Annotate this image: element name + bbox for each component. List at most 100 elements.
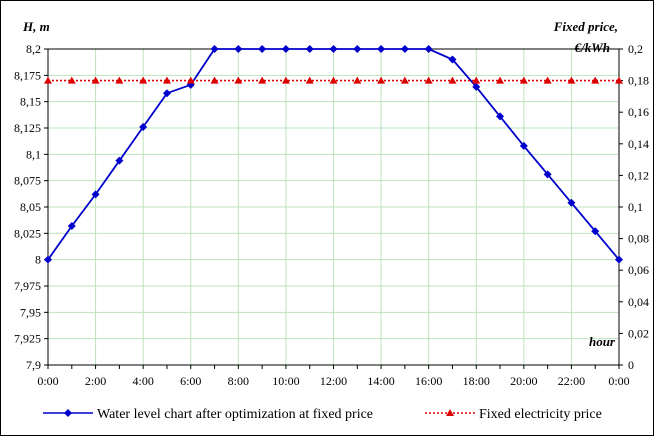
x-tick-label: 10:00 xyxy=(272,374,299,388)
legend-label-fixed-price: Fixed electricity price xyxy=(479,407,602,422)
right-tick-label: 0,12 xyxy=(628,168,649,182)
left-tick-label: 8,125 xyxy=(14,121,41,135)
data-point-0 xyxy=(115,156,124,165)
left-tick-label: 8 xyxy=(35,253,41,267)
data-point-0 xyxy=(234,45,243,53)
x-tick-label: 0:00 xyxy=(37,374,58,388)
data-point-1 xyxy=(44,76,52,84)
right-axis-ticks: 0 0,02 0,04 0,06 0,08 0,1 0,12 0,14 0,16 0,18 0,2 xyxy=(619,42,649,372)
left-tick-label: 8,2 xyxy=(26,42,41,56)
data-point-0 xyxy=(281,45,290,53)
x-tick-label: 18:00 xyxy=(463,374,490,388)
data-point-1 xyxy=(186,76,195,84)
data-point-1 xyxy=(400,76,409,84)
data-point-0 xyxy=(400,45,409,53)
right-tick-label: 0 xyxy=(628,358,634,372)
right-tick-label: 0,14 xyxy=(628,137,649,151)
data-point-0 xyxy=(591,227,600,236)
left-axis-ticks: 7,9 7,925 7,95 7,975 8 8,025 8,05 8,075 8,1 8,125… xyxy=(14,42,48,372)
left-tick-label: 7,9 xyxy=(26,358,41,372)
data-point-1 xyxy=(448,76,457,84)
legend-item-fixed-price: Fixed electricity price xyxy=(425,407,602,422)
data-point-0 xyxy=(496,112,505,121)
data-point-0 xyxy=(91,190,100,199)
data-point-0 xyxy=(377,45,386,53)
data-point-1 xyxy=(234,76,243,84)
right-axis-title-line2: €/kWh xyxy=(574,40,610,55)
grid-layer xyxy=(48,48,619,366)
data-point-1 xyxy=(329,76,338,84)
left-tick-label: 8,025 xyxy=(14,226,41,240)
data-point-0 xyxy=(448,55,457,64)
data-point-0 xyxy=(139,122,148,131)
data-point-1 xyxy=(472,76,481,84)
data-point-1 xyxy=(305,76,314,84)
x-axis-title: hour xyxy=(589,334,616,349)
left-tick-label: 8,05 xyxy=(20,200,41,214)
data-point-0 xyxy=(519,141,528,150)
data-point-1 xyxy=(496,76,505,84)
x-tick-label: 4:00 xyxy=(132,374,153,388)
data-point-1 xyxy=(519,76,528,84)
data-point-1 xyxy=(258,76,267,84)
data-point-0 xyxy=(329,45,338,53)
left-tick-label: 8,075 xyxy=(14,174,41,188)
left-tick-label: 7,975 xyxy=(14,279,41,293)
series-layer xyxy=(44,45,623,264)
right-tick-label: 0,02 xyxy=(628,326,649,340)
data-point-0 xyxy=(543,170,552,179)
x-tick-label: 14:00 xyxy=(367,374,394,388)
data-point-1 xyxy=(210,76,219,84)
data-point-1 xyxy=(424,76,433,84)
data-point-1 xyxy=(115,76,124,84)
x-tick-label: 12:00 xyxy=(320,374,347,388)
data-point-0 xyxy=(305,45,314,53)
data-point-1 xyxy=(281,76,290,84)
legend-marker-fixed-price xyxy=(446,409,454,416)
data-point-1 xyxy=(543,76,552,84)
right-tick-label: 0,06 xyxy=(628,263,649,277)
x-tick-label: 0:00 xyxy=(608,374,629,388)
data-point-0 xyxy=(567,198,576,207)
data-point-0 xyxy=(67,221,76,230)
legend-label-water-level: Water level chart after optimization at … xyxy=(97,407,373,422)
x-axis-ticks: 0:00 2:00 4:00 6:00 8:00 10:00 12:00 14:00 16:00… xyxy=(37,365,630,388)
legend-marker-water-level xyxy=(64,409,72,417)
data-point-0 xyxy=(472,82,481,91)
data-point-0 xyxy=(44,255,52,264)
x-tick-label: 6:00 xyxy=(180,374,201,388)
data-point-1 xyxy=(567,76,576,84)
left-tick-label: 8,175 xyxy=(14,68,41,82)
data-point-1 xyxy=(67,76,76,84)
data-point-1 xyxy=(91,76,100,84)
right-tick-label: 0,16 xyxy=(628,105,649,119)
x-tick-label: 20:00 xyxy=(510,374,537,388)
data-point-0 xyxy=(424,45,433,53)
right-tick-label: 0,04 xyxy=(628,295,649,309)
data-point-0 xyxy=(615,255,623,264)
data-point-0 xyxy=(353,45,362,53)
data-point-1 xyxy=(162,76,171,84)
x-tick-label: 8:00 xyxy=(228,374,249,388)
x-tick-label: 22:00 xyxy=(558,374,585,388)
data-point-1 xyxy=(591,76,600,84)
right-axis-title-line1: Fixed price, xyxy=(553,19,618,34)
legend-item-water-level: Water level chart after optimization at … xyxy=(43,407,373,422)
legend: Water level chart after optimization at … xyxy=(43,407,602,422)
right-tick-label: 0,2 xyxy=(628,42,643,56)
right-tick-label: 0,18 xyxy=(628,74,649,88)
x-tick-label: 16:00 xyxy=(415,374,442,388)
left-tick-label: 8,15 xyxy=(20,95,41,109)
data-point-1 xyxy=(615,76,623,84)
data-point-1 xyxy=(353,76,362,84)
data-point-1 xyxy=(139,76,148,84)
data-point-1 xyxy=(377,76,386,84)
x-tick-label: 2:00 xyxy=(85,374,106,388)
data-point-0 xyxy=(258,45,267,53)
left-tick-label: 7,925 xyxy=(14,332,41,346)
left-tick-label: 7,95 xyxy=(20,305,41,319)
left-tick-label: 8,1 xyxy=(26,147,41,161)
right-tick-label: 0,08 xyxy=(628,232,649,246)
